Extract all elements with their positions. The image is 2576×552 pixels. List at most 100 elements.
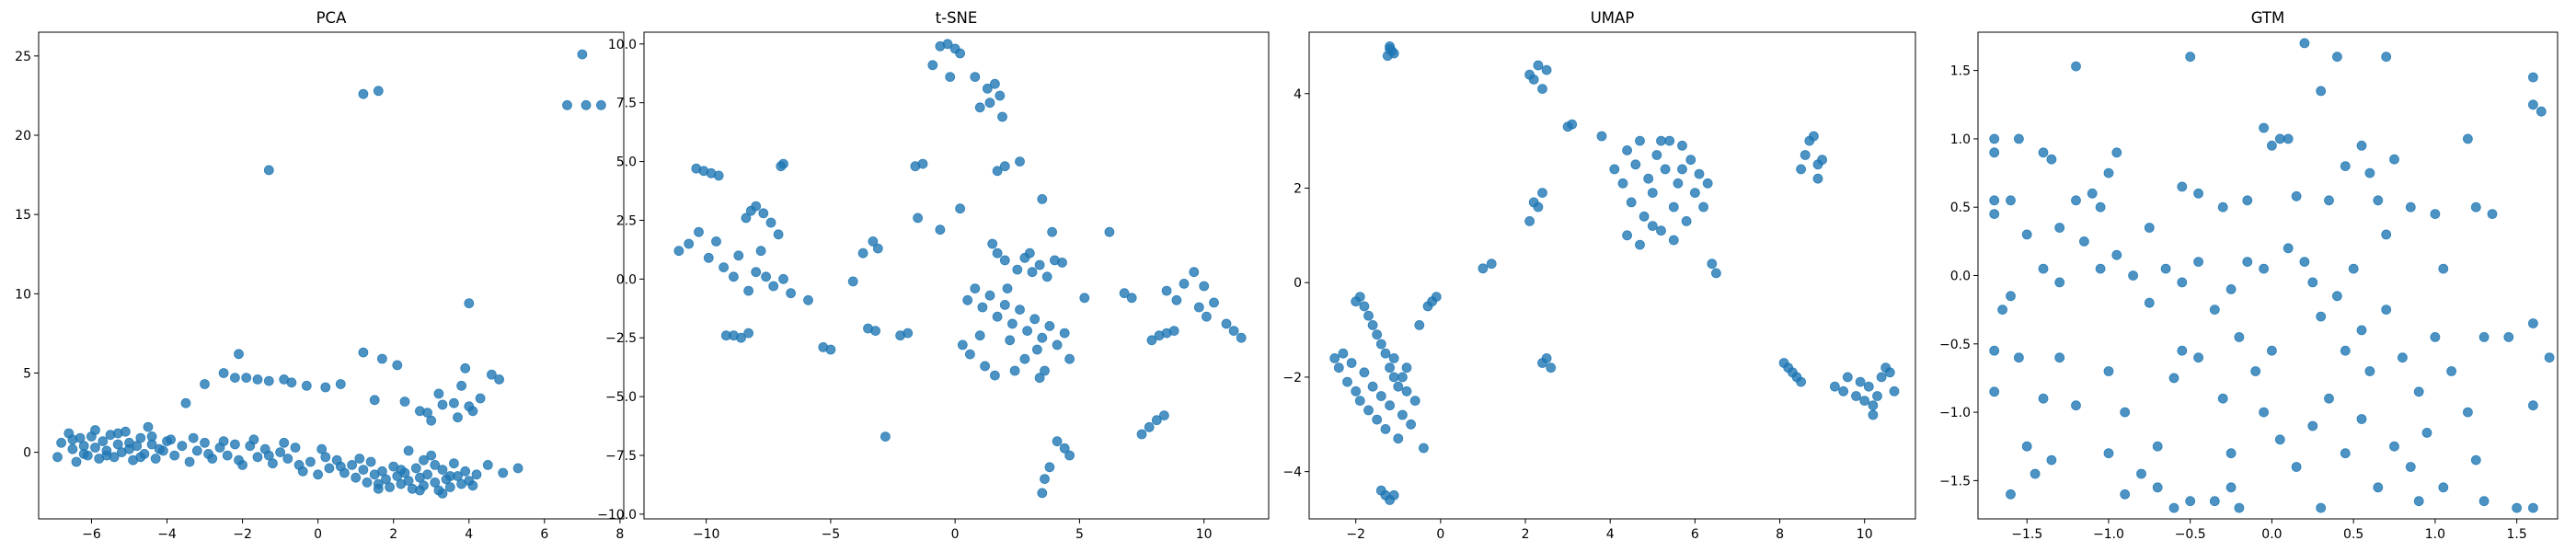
- pca-point: [467, 480, 478, 491]
- gtm-point: [2250, 366, 2261, 376]
- tsne-point: [1037, 332, 1048, 343]
- tsne-point: [935, 224, 946, 236]
- gtm-point: [2054, 277, 2065, 288]
- pca-point: [229, 439, 240, 450]
- pca-point: [150, 454, 161, 464]
- tsne-point: [955, 203, 965, 214]
- gtm-point: [2307, 420, 2318, 431]
- pca-point: [354, 454, 365, 464]
- tsne-point: [990, 370, 1000, 381]
- pca-point: [362, 477, 373, 488]
- pca-x-tick-label: 0: [314, 527, 322, 542]
- tsne-y-tick-label: 0.0: [616, 272, 637, 287]
- umap-point: [1656, 225, 1666, 236]
- tsne-axes-frame: [643, 31, 1270, 520]
- gtm-point: [2405, 201, 2416, 213]
- pca-point: [112, 439, 123, 450]
- umap-point: [1677, 164, 1687, 175]
- gtm-point: [2356, 414, 2367, 424]
- umap-point: [1698, 201, 1708, 213]
- umap-point: [1596, 131, 1607, 142]
- umap-point: [1868, 409, 1879, 420]
- tsne-point: [1126, 293, 1137, 304]
- gtm-point: [2527, 72, 2538, 83]
- gtm-point: [2364, 366, 2375, 376]
- pca-point: [419, 454, 429, 466]
- tsne-point: [1221, 318, 1232, 329]
- gtm-point: [2487, 209, 2498, 220]
- gtm-point: [2013, 352, 2024, 363]
- pca-point: [358, 88, 369, 99]
- umap-points: [1329, 41, 1900, 505]
- umap-point: [1385, 400, 1395, 411]
- pca-point: [487, 369, 497, 380]
- tsne-point: [1236, 332, 1247, 343]
- umap-point: [1664, 135, 1675, 146]
- pca-point: [67, 443, 78, 454]
- tsne-point: [990, 78, 1000, 89]
- tsne-point: [1151, 415, 1162, 426]
- gtm-point: [2193, 257, 2204, 268]
- umap-point: [1367, 381, 1378, 392]
- pca-point: [90, 425, 100, 435]
- tsne-point: [992, 247, 1003, 259]
- tsne-point: [868, 236, 879, 247]
- pca-point: [135, 452, 146, 463]
- pca-point: [464, 401, 475, 412]
- tsne-point: [741, 213, 752, 224]
- umap-point: [1838, 385, 1849, 397]
- gtm-point: [1989, 209, 2000, 220]
- gtm-point: [2373, 195, 2384, 206]
- pca-point: [67, 434, 78, 445]
- umap-point: [1346, 358, 1357, 368]
- umap-point: [1546, 362, 1557, 374]
- gtm-point: [2120, 407, 2131, 418]
- gtm-point: [2038, 147, 2049, 158]
- tsne-point: [768, 281, 779, 292]
- tsne-point: [917, 158, 928, 169]
- gtm-point: [2512, 502, 2523, 513]
- tsne-point: [1052, 436, 1063, 447]
- pca-point: [396, 465, 407, 476]
- tsne-point: [1047, 226, 1057, 237]
- pca-point: [444, 482, 455, 492]
- umap-point: [1876, 372, 1887, 383]
- umap-point: [1363, 310, 1374, 321]
- pca-point: [218, 368, 229, 378]
- umap-point: [1414, 319, 1425, 330]
- pca-point: [234, 454, 244, 466]
- tsne-point: [999, 299, 1010, 310]
- tsne-point: [1027, 267, 1038, 278]
- tsne-point: [872, 243, 883, 254]
- pca-point: [498, 467, 509, 478]
- pca-point: [146, 431, 157, 442]
- umap-point: [1524, 215, 1535, 226]
- tsne-point: [992, 311, 1003, 322]
- gtm-point: [2381, 305, 2392, 316]
- gtm-point: [2389, 154, 2399, 165]
- tsne-title: t-SNE: [936, 9, 978, 27]
- umap-point: [1685, 155, 1696, 166]
- pca-point: [222, 450, 233, 461]
- tsne-point: [1029, 314, 1041, 325]
- gtm-point: [2103, 366, 2114, 376]
- gtm-point: [2152, 441, 2163, 452]
- tsne-point: [999, 255, 1010, 266]
- gtm-panel: GTM −1.5 −1.0 −0.5 0.0 0.5 1.0 1.5 −1.5 −1.0 −0.5…: [1939, 9, 2559, 542]
- pca-panel: PCA −6 −4 −2 0 2 4 6 8 0 5 10 15 20 25: [15, 9, 625, 542]
- umap-point: [1872, 391, 1882, 401]
- umap-y-tick-label: 0: [1294, 276, 1302, 291]
- tsne-point: [970, 72, 981, 82]
- gtm-point: [2356, 325, 2367, 336]
- tsne-x-tick-label: 10: [1196, 527, 1213, 542]
- tsne-point: [957, 339, 968, 351]
- pca-point: [392, 360, 403, 371]
- tsne-point: [673, 246, 684, 257]
- tsne-point: [1171, 294, 1182, 305]
- pca-point: [316, 443, 328, 454]
- tsne-point: [1193, 302, 1204, 313]
- gtm-point: [2397, 352, 2408, 363]
- pca-point: [320, 452, 331, 463]
- umap-point: [1859, 396, 1870, 407]
- pca-point: [464, 298, 475, 309]
